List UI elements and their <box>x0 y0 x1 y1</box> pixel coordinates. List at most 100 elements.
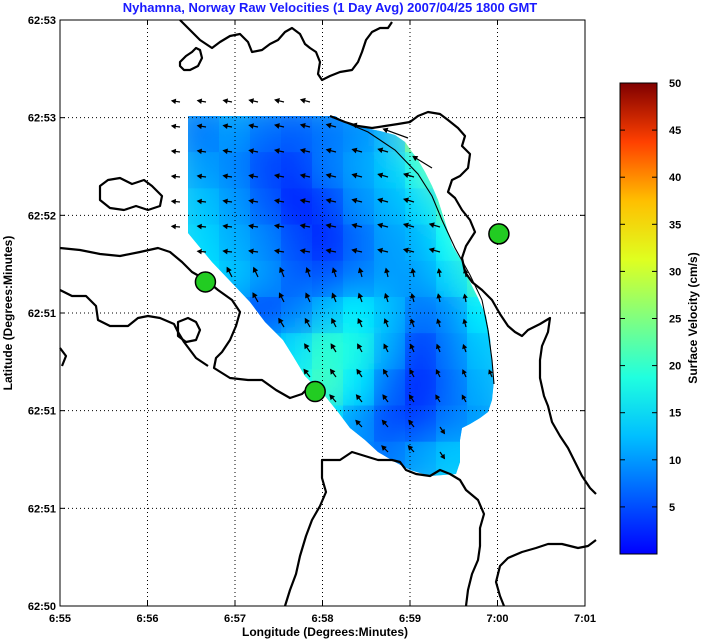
velocity-vector-head <box>382 127 389 134</box>
radar-sites <box>194 223 510 403</box>
velocity-vector-head <box>222 173 228 180</box>
velocity-vector-head <box>248 198 254 205</box>
velocity-vector-head <box>299 248 306 255</box>
y-tick-label: 62:50 <box>28 601 56 613</box>
x-tick-label: 7:01 <box>574 613 596 625</box>
coastline-west-lower <box>59 289 209 367</box>
heat-cell-overlay <box>281 152 312 189</box>
x-tick-label: 6:56 <box>136 613 158 625</box>
y-tick-label: 62:51 <box>28 406 56 418</box>
heat-cell-overlay <box>405 260 436 297</box>
y-tick-label: 62:53 <box>28 15 56 27</box>
velocity-vector-head <box>299 223 306 229</box>
heat-cell-overlay <box>281 188 312 225</box>
velocity-vector-head <box>273 223 280 230</box>
velocity-vector-head <box>410 293 416 299</box>
velocity-vector-head <box>402 197 409 204</box>
velocity-vector-head <box>428 222 435 229</box>
velocity-vector-head <box>325 147 332 154</box>
velocity-vector-head <box>381 445 387 451</box>
velocity-vector-head <box>357 317 363 324</box>
velocity-vector-head <box>435 343 441 350</box>
colorbar-tick-label: 5 <box>669 502 675 514</box>
velocity-vector-head <box>274 123 280 129</box>
velocity-vector-head <box>299 198 306 204</box>
heat-cell-overlay <box>374 188 405 225</box>
velocity-vector-head <box>170 123 177 130</box>
velocity-vector-head <box>377 247 383 254</box>
coastline-south <box>283 450 486 607</box>
velocity-vector-head <box>409 368 415 375</box>
x-tick-label: 7:00 <box>486 613 508 625</box>
coastline-east <box>329 110 597 495</box>
heat-cell-overlay <box>188 152 219 189</box>
velocity-vector-head <box>408 419 414 426</box>
velocity-vector-head <box>299 148 306 154</box>
velocity-vector-head <box>435 368 441 375</box>
heat-cell-overlay <box>312 297 343 334</box>
velocity-vector-head <box>222 198 228 205</box>
heat-cell-overlay <box>374 224 405 261</box>
colorbar-label: Surface Velocity (cm/s) <box>686 252 700 383</box>
velocity-vector-head <box>440 453 446 460</box>
colorbar-tick-label: 40 <box>669 172 681 184</box>
velocity-vector-head <box>252 292 258 299</box>
velocity-vector-head <box>299 97 306 104</box>
heat-cell-overlay <box>219 224 250 261</box>
x-axis-ticks: 6:55 6:56 6:57 6:58 6:59 7:00 7:01 <box>49 20 596 625</box>
velocity-vector-head <box>402 247 409 254</box>
heat-cell-overlay <box>250 260 281 297</box>
velocity-vector-head <box>351 172 358 179</box>
velocity-vector-head <box>170 98 177 105</box>
velocity-vector-head <box>377 147 384 154</box>
velocity-vector-head <box>382 394 388 401</box>
velocity-vector-head <box>383 343 389 350</box>
velocity-vector-head <box>196 173 203 180</box>
velocity-vector-head <box>412 155 419 162</box>
heat-cell-overlay <box>312 152 343 189</box>
velocity-vector-head <box>248 123 254 129</box>
heat-cell-overlay <box>343 188 374 225</box>
colorbar-tick-label: 20 <box>669 361 681 373</box>
colorbar-tick-label: 30 <box>669 266 681 278</box>
velocity-vector-head <box>462 369 467 375</box>
coastline-west-peninsula <box>59 246 319 400</box>
colorbar-gradient <box>619 82 658 555</box>
velocity-vector-head <box>440 428 446 435</box>
velocity-vector-head <box>278 317 284 324</box>
radar-site-marker <box>194 271 217 293</box>
velocity-vector-head <box>436 268 443 274</box>
coastline-north <box>179 19 393 82</box>
heat-cell-overlay <box>250 116 281 153</box>
velocity-vector-head <box>356 368 362 375</box>
velocity-vector-head <box>273 173 280 179</box>
velocity-vector-head <box>226 266 232 273</box>
heat-cell-overlay <box>219 188 250 225</box>
coastline-south-east <box>494 539 597 607</box>
colorbar: 50 45 40 35 30 25 20 15 10 5 Surface Velocity (cm… <box>619 78 700 555</box>
coastline-west-island <box>98 176 164 212</box>
velocity-vector-head <box>407 445 414 451</box>
velocity-vector-head <box>382 368 389 375</box>
x-tick-label: 6:58 <box>311 613 333 625</box>
y-tick-label: 62:52 <box>28 210 56 222</box>
velocity-vector-head <box>196 123 203 130</box>
heat-cell-overlay <box>188 188 219 225</box>
velocity-vector-head <box>252 266 259 273</box>
velocity-vector-head <box>170 223 177 230</box>
velocity-vector-head <box>170 173 177 180</box>
velocity-vector-head <box>325 248 332 254</box>
velocity-vector-head <box>299 173 306 179</box>
heat-cell-overlay <box>343 369 374 406</box>
velocity-vector-head <box>248 173 254 180</box>
velocity-vector-head <box>377 172 384 179</box>
velocity-vector-head <box>222 248 228 255</box>
heat-cell-overlay <box>343 152 374 189</box>
heat-cell-overlay <box>250 224 281 261</box>
velocity-vector-head <box>273 148 280 154</box>
heat-cell-overlay <box>467 369 494 406</box>
velocity-vector-head <box>248 248 254 255</box>
velocity-vector-head <box>462 293 468 299</box>
velocity-vector-head <box>462 318 468 324</box>
